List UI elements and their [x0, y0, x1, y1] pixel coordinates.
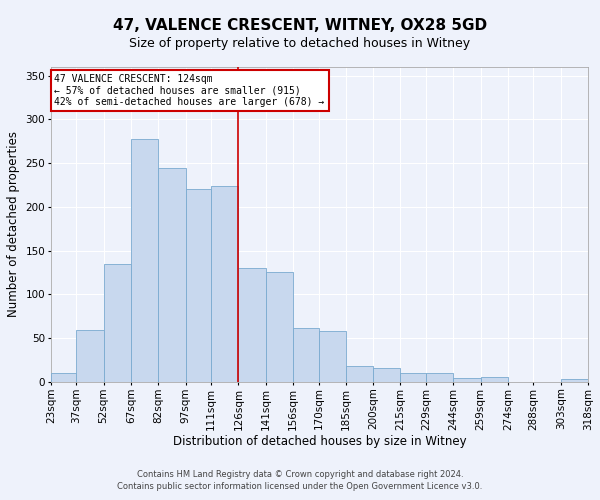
Bar	[481, 378, 508, 382]
Text: Size of property relative to detached houses in Witney: Size of property relative to detached ho…	[130, 38, 470, 51]
Bar	[238, 268, 266, 382]
Bar	[266, 272, 293, 382]
Bar	[426, 373, 453, 382]
X-axis label: Distribution of detached houses by size in Witney: Distribution of detached houses by size …	[173, 435, 466, 448]
Text: Contains HM Land Registry data © Crown copyright and database right 2024.: Contains HM Land Registry data © Crown c…	[137, 470, 463, 479]
Bar	[76, 330, 104, 382]
Bar	[185, 188, 211, 382]
Bar	[373, 368, 400, 382]
Bar	[561, 379, 588, 382]
Bar	[319, 331, 346, 382]
Bar	[346, 366, 373, 382]
Bar	[453, 378, 481, 382]
Bar	[211, 186, 238, 382]
Bar	[158, 168, 185, 382]
Bar	[104, 264, 131, 382]
Bar	[400, 373, 426, 382]
Bar	[51, 373, 76, 382]
Text: 47 VALENCE CRESCENT: 124sqm
← 57% of detached houses are smaller (915)
42% of se: 47 VALENCE CRESCENT: 124sqm ← 57% of det…	[55, 74, 325, 107]
Y-axis label: Number of detached properties: Number of detached properties	[7, 132, 20, 318]
Bar	[293, 328, 319, 382]
Text: Contains public sector information licensed under the Open Government Licence v3: Contains public sector information licen…	[118, 482, 482, 491]
Text: 47, VALENCE CRESCENT, WITNEY, OX28 5GD: 47, VALENCE CRESCENT, WITNEY, OX28 5GD	[113, 18, 487, 32]
Bar	[131, 138, 158, 382]
